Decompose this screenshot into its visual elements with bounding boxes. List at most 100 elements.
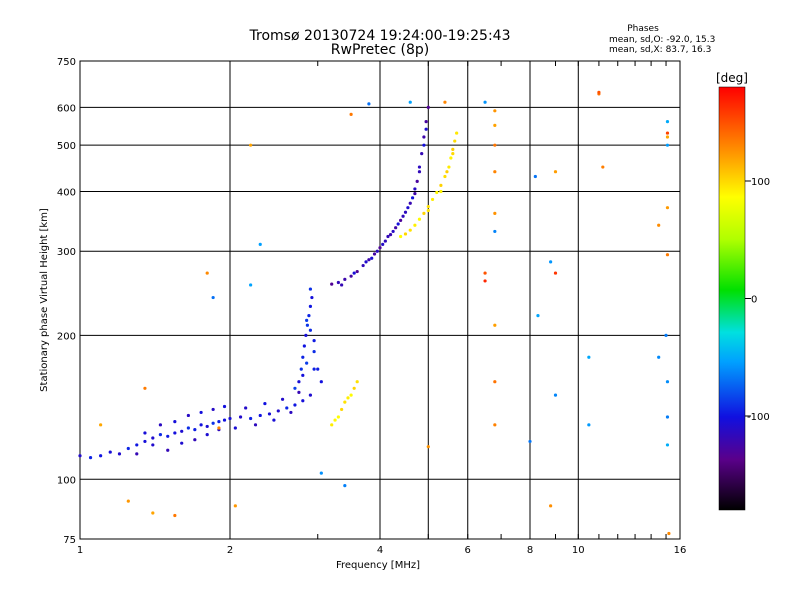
x-tick-label: 2 (227, 545, 233, 556)
y-tick-label: 300 (57, 247, 76, 258)
echo-point (493, 229, 497, 234)
echo-point (367, 102, 371, 106)
echo-point (340, 407, 344, 412)
echo-point (528, 439, 532, 444)
echo-point (667, 531, 671, 536)
echo-point (483, 279, 487, 283)
echo-point (417, 165, 422, 169)
echo-point (355, 380, 359, 384)
echo-point (308, 393, 313, 397)
echo-point (375, 249, 379, 253)
echo-point (312, 339, 316, 343)
colorbar (718, 86, 746, 511)
echo-point (305, 361, 309, 365)
echo-point (285, 406, 289, 410)
echo-point (424, 120, 428, 124)
echo-point (533, 174, 537, 179)
echo-points (78, 90, 671, 536)
echo-point (173, 420, 177, 424)
echo-point (349, 112, 353, 116)
echo-point (199, 423, 203, 427)
echo-point (272, 418, 276, 422)
echo-point (403, 232, 408, 236)
echo-point (78, 454, 82, 458)
echo-point (305, 323, 310, 327)
echo-point (312, 367, 316, 371)
echo-point (361, 263, 365, 268)
echo-point (310, 295, 314, 300)
echo-point (493, 123, 497, 127)
echo-point (186, 413, 190, 418)
echo-point (199, 410, 203, 415)
echo-point (394, 226, 398, 230)
echo-point (553, 393, 558, 397)
echo-point (346, 396, 350, 400)
echo-point (417, 217, 422, 221)
x-tick-label: 4 (377, 545, 383, 556)
echo-point (372, 252, 377, 256)
echo-point (403, 210, 408, 214)
echo-point (249, 143, 253, 147)
echo-point (381, 242, 385, 247)
echo-point (388, 232, 393, 237)
echo-point (158, 433, 163, 437)
echo-point (396, 222, 400, 226)
echo-point (297, 390, 301, 394)
echo-point (401, 214, 405, 218)
echo-point (493, 211, 497, 215)
echo-point (413, 187, 417, 191)
echo-point (336, 415, 340, 419)
echo-point (430, 197, 435, 202)
echo-point (143, 386, 147, 390)
echo-point (413, 223, 417, 227)
y-tick-label: 75 (63, 535, 76, 546)
echo-point (493, 380, 497, 384)
echo-point (173, 431, 177, 435)
echo-point (276, 409, 280, 413)
y-tick-label: 100 (57, 475, 76, 486)
x-tick-label: 8 (527, 545, 533, 556)
echo-point (657, 223, 661, 227)
echo-point (422, 211, 426, 215)
y-tick-label: 200 (57, 331, 76, 342)
echo-point (217, 420, 221, 424)
echo-point (439, 189, 443, 194)
echo-point (249, 283, 253, 287)
echo-point (166, 448, 170, 452)
echo-point (493, 423, 497, 427)
echo-point (601, 165, 605, 169)
echo-point (665, 120, 670, 124)
echo-point (343, 484, 347, 488)
echo-point (263, 401, 267, 406)
chart-title: Tromsø 20130724 19:24:00-19:25:43 (249, 28, 511, 44)
echo-point (228, 416, 232, 421)
y-tick-label: 400 (57, 187, 76, 198)
echo-point (293, 386, 297, 390)
echo-point (422, 135, 426, 139)
echo-point (664, 333, 668, 337)
echo-point (267, 412, 272, 416)
phase-stats-x: mean, sd,X: 83.7, 16.3 (609, 45, 711, 55)
echo-point (307, 314, 311, 318)
echo-point (99, 423, 103, 427)
echo-point (336, 280, 340, 285)
echo-point (316, 367, 320, 371)
echo-point (305, 318, 309, 322)
echo-point (343, 400, 347, 404)
echo-point (99, 454, 103, 458)
echo-point (205, 424, 209, 429)
echo-point (665, 131, 670, 135)
echo-point (280, 397, 285, 401)
echo-point (426, 208, 430, 213)
echo-point (413, 191, 417, 196)
echo-point (205, 433, 209, 437)
echo-point (151, 443, 155, 447)
echo-point (126, 446, 130, 451)
echo-point (151, 511, 155, 515)
echo-point (233, 426, 237, 430)
echo-point (493, 323, 497, 327)
echo-point (355, 269, 359, 274)
echo-point (304, 333, 308, 337)
echo-point (408, 201, 412, 205)
x-tick-label: 16 (674, 545, 687, 556)
